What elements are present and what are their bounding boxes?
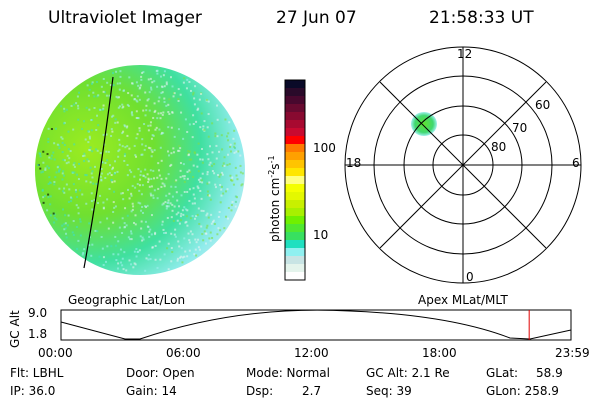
colorbar-swatch: [285, 120, 305, 129]
colorbar-label: photon cm-2s-1: [267, 155, 282, 242]
colorbar-swatch: [285, 88, 305, 97]
colorbar-swatch: [285, 248, 305, 257]
colorbar-swatch: [285, 224, 305, 233]
date-label: 27 Jun 07: [276, 8, 357, 28]
colorbar-swatch: [285, 112, 305, 121]
colorbar: [285, 80, 305, 281]
x-tick-0600: 06:00: [166, 346, 201, 360]
mlt-label-6: 6: [572, 156, 580, 170]
lat-label-60: 60: [535, 98, 551, 112]
mode-status: Mode: Normal: [246, 366, 330, 380]
lat-label-70: 70: [512, 121, 528, 135]
glat-label: GLat:: [486, 366, 519, 380]
glon-status: GLon: 258.9: [486, 384, 559, 398]
apex-label: Apex MLat/MLT: [418, 293, 508, 307]
colorbar-swatch: [285, 96, 305, 105]
auroral-spot: [411, 112, 437, 136]
seq-status: Seq: 39: [366, 384, 412, 398]
colorbar-swatch: [285, 208, 305, 217]
y-tick-9: 9.0: [28, 306, 48, 320]
mlt-label-0: 0: [466, 270, 474, 284]
colorbar-tick-100: 100: [313, 141, 336, 155]
door-status: Door: Open: [126, 366, 195, 380]
gc-alt-status: GC Alt: 2.1 Re: [366, 366, 450, 380]
ip-status: IP: 36.0: [10, 384, 56, 398]
colorbar-swatch: [285, 200, 305, 209]
glat-value: 58.9: [536, 366, 563, 380]
colorbar-swatch: [285, 104, 305, 113]
dsp-value: 2.7: [302, 384, 322, 398]
dsp-label: Dsp:: [246, 384, 274, 398]
colorbar-swatch: [285, 176, 305, 185]
colorbar-swatch: [285, 272, 305, 281]
mlt-label-18: 18: [346, 156, 362, 170]
mlt-label-12: 12: [457, 47, 473, 61]
colorbar-swatch: [285, 152, 305, 161]
colorbar-tick-10: 10: [313, 228, 329, 242]
gain-status: Gain: 14: [126, 384, 177, 398]
y-tick-1.8: 1.8: [28, 327, 48, 341]
terminator-line: [83, 76, 114, 269]
colorbar-swatch: [285, 80, 305, 89]
filter-status: Flt: LBHL: [10, 366, 64, 380]
colorbar-swatch: [285, 232, 305, 241]
colorbar-swatch: [285, 144, 305, 153]
geographic-label: Geographic Lat/Lon: [68, 293, 186, 307]
colorbar-swatch: [285, 168, 305, 177]
colorbar-swatch: [285, 184, 305, 193]
colorbar-swatch: [285, 216, 305, 225]
instrument-title: Ultraviolet Imager: [48, 8, 202, 28]
colorbar-swatch: [285, 264, 305, 273]
x-tick-2359: 23:59: [555, 346, 590, 360]
colorbar-swatch: [285, 136, 305, 145]
gc-alt-axis-label: GC Alt: [8, 310, 22, 348]
colorbar-swatch: [285, 192, 305, 201]
x-tick-0000: 00:00: [38, 346, 73, 360]
lat-label-80: 80: [491, 140, 507, 154]
x-tick-1800: 18:00: [422, 346, 457, 360]
colorbar-swatch: [285, 240, 305, 249]
colorbar-swatch: [285, 160, 305, 169]
altitude-timeline: [60, 309, 572, 341]
time-label: 21:58:33 UT: [429, 8, 534, 28]
x-tick-1200: 12:00: [294, 346, 329, 360]
auroral-image: [35, 65, 245, 275]
colorbar-swatch: [285, 256, 305, 265]
colorbar-swatch: [285, 128, 305, 137]
polar-plot: [344, 46, 582, 284]
